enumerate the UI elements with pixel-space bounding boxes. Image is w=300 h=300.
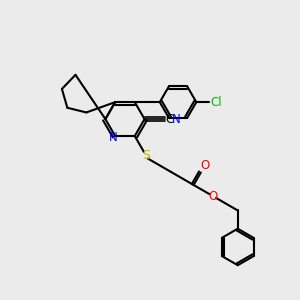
Text: O: O — [208, 190, 218, 202]
Text: S: S — [142, 149, 150, 162]
Text: Cl: Cl — [210, 96, 222, 109]
Text: N: N — [109, 131, 118, 144]
Text: O: O — [200, 159, 209, 172]
Text: N: N — [172, 112, 181, 126]
Text: C: C — [166, 112, 174, 126]
